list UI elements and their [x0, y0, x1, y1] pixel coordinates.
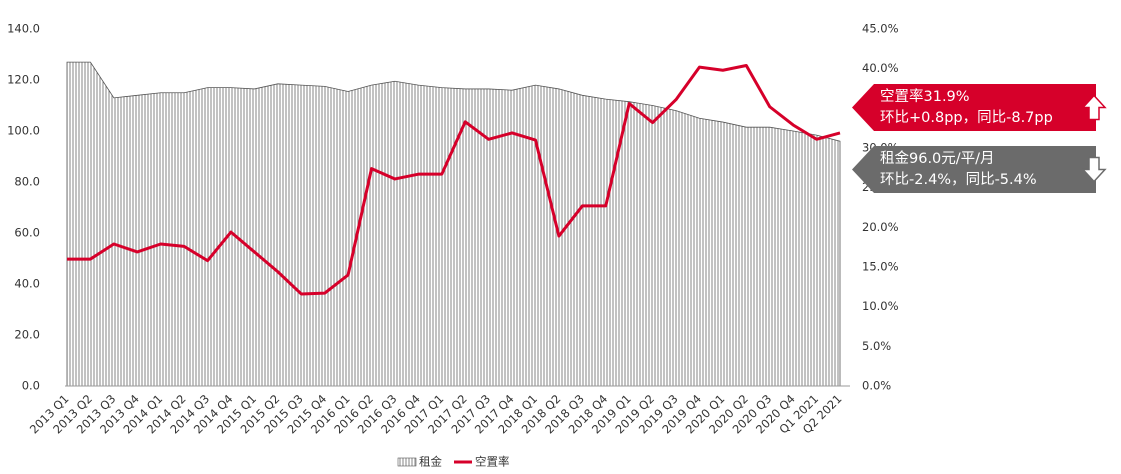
y2-tick-label: 10.0% — [862, 299, 899, 313]
annotation-arrow — [1081, 94, 1107, 121]
rent-area — [66, 61, 841, 387]
y2-tick-label: 15.0% — [862, 260, 899, 274]
annotation-text: 空置率31.9% — [880, 88, 970, 105]
y-tick-label: 60.0 — [14, 226, 40, 240]
vacancy-line — [67, 63, 841, 296]
y2-tick-label: 45.0% — [862, 22, 899, 36]
y-tick-label: 20.0 — [14, 328, 40, 342]
y2-tick-label: 40.0% — [862, 61, 899, 75]
legend-label: 空置率 — [475, 455, 510, 469]
y-tick-label: 0.0 — [22, 379, 40, 393]
legend-swatch — [397, 457, 417, 467]
y-tick-label: 100.0 — [7, 124, 40, 138]
y-tick-label: 140.0 — [7, 22, 40, 36]
y-tick-label: 40.0 — [14, 277, 40, 291]
y2-tick-label: 20.0% — [862, 220, 899, 234]
annotation-text: 租金96.0元/平/月 — [880, 150, 995, 167]
y-tick-label: 80.0 — [14, 175, 40, 189]
y2-tick-label: 5.0% — [862, 339, 891, 353]
annotation-box — [852, 146, 1096, 193]
annotation-arrow — [1081, 156, 1107, 183]
annotation-box — [852, 84, 1096, 131]
legend-label: 租金 — [419, 455, 442, 469]
annotation-text: 环比-2.4%，同比-5.4% — [880, 171, 1037, 188]
y-tick-label: 120.0 — [7, 73, 40, 87]
y2-tick-label: 0.0% — [862, 379, 891, 393]
annotation-text: 环比+0.8pp，同比-8.7pp — [880, 109, 1053, 126]
